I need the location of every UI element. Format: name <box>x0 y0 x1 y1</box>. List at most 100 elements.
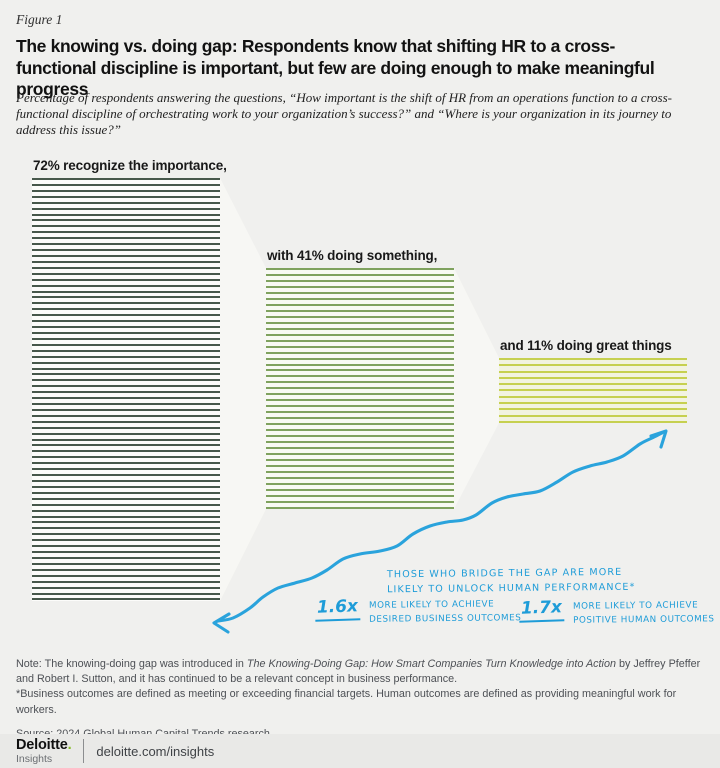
stripe-line <box>32 408 220 411</box>
stripe-line <box>32 266 220 269</box>
stripe-line <box>32 592 220 595</box>
connector-wedge <box>454 268 499 509</box>
stripe-line <box>266 327 454 330</box>
stripe-line <box>266 411 454 414</box>
stripe-line <box>32 497 220 500</box>
bar-block-41-percent <box>266 268 454 509</box>
stripe-line <box>32 503 220 506</box>
stripe-line <box>32 207 220 210</box>
stripe-line <box>32 343 220 346</box>
stripe-line <box>266 273 454 276</box>
stripe-line <box>266 321 454 324</box>
chart-subtitle: Percentage of respondents answering the … <box>16 90 672 137</box>
stripe-line <box>499 383 687 386</box>
stripe-line <box>499 364 687 367</box>
stripe-line <box>32 278 220 281</box>
bar-label-doing-great: and 11% doing great things <box>500 338 672 353</box>
figure-label: Figure 1 <box>16 12 63 27</box>
stripe-line <box>266 476 454 479</box>
stripe-line <box>266 387 454 390</box>
stripe-line <box>266 357 454 360</box>
deloitte-green-dot: . <box>67 737 72 753</box>
stripe-line <box>32 349 220 352</box>
stripe-line <box>32 574 220 577</box>
stripe-line <box>32 468 220 471</box>
stripe-line <box>266 351 454 354</box>
stripe-line <box>266 453 454 456</box>
stripe-line <box>32 414 220 417</box>
stripe-line <box>32 438 220 441</box>
stripe-line <box>499 395 687 398</box>
stripe-line <box>32 178 220 180</box>
bridge-gap-annotation: THOSE WHO BRIDGE THE GAP ARE MORE LIKELY… <box>387 565 636 598</box>
stripe-line <box>266 423 454 426</box>
stripe-line <box>32 456 220 459</box>
stripe-line <box>266 417 454 420</box>
stripe-line <box>266 303 454 306</box>
stripe-line <box>266 375 454 378</box>
stripe-line <box>266 464 454 467</box>
stripe-line <box>32 201 220 204</box>
stripe-line <box>32 302 220 305</box>
stat-human-line2: POSITIVE HUMAN OUTCOMES <box>573 613 715 626</box>
stripe-line <box>32 397 220 400</box>
stat-human-outcomes: 1.7x MORE LIKELY TO ACHIEVE POSITIVE HUM… <box>518 597 715 627</box>
stripe-line <box>32 444 220 447</box>
stripe-line <box>32 420 220 423</box>
note-text: Note: The knowing-doing gap was introduc… <box>16 657 710 687</box>
stripe-line <box>32 189 220 192</box>
stripe-line <box>32 314 220 317</box>
stripe-line <box>32 568 220 571</box>
stripe-line <box>32 183 220 186</box>
stripe-line <box>32 355 220 358</box>
stripe-line <box>32 284 220 287</box>
stripe-line <box>266 369 454 372</box>
stripe-line <box>32 521 220 524</box>
stripe-line <box>499 370 687 373</box>
stripe-line <box>32 379 220 382</box>
stripe-line <box>266 309 454 312</box>
stripe-line <box>32 290 220 293</box>
stat-factor-1-7x: 1.7x <box>518 597 565 623</box>
stripe-line <box>266 494 454 497</box>
stripe-line <box>32 237 220 240</box>
stripe-line <box>499 376 687 379</box>
stripe-line <box>266 488 454 491</box>
stripe-line <box>499 414 687 417</box>
stripe-line <box>499 408 687 411</box>
stripe-line <box>266 470 454 473</box>
deloitte-insights-logo: Deloitte. Insights <box>16 737 72 764</box>
stripe-line <box>32 337 220 340</box>
stripe-line <box>266 500 454 503</box>
stripe-line <box>499 389 687 392</box>
stripe-line <box>32 580 220 583</box>
stripe-line <box>266 268 454 270</box>
stripe-line <box>32 515 220 518</box>
growth-arrow-right-arrowhead-icon <box>649 429 668 449</box>
stripe-line <box>32 480 220 483</box>
deloitte-text: Deloitte <box>16 737 68 753</box>
stripe-line <box>266 459 454 461</box>
stripe-line <box>32 385 220 388</box>
stripe-line <box>266 429 454 432</box>
stripe-line <box>32 474 220 477</box>
stripe-line <box>32 361 220 364</box>
stripe-line <box>32 225 220 228</box>
stripe-line <box>266 482 454 485</box>
stripe-line <box>32 450 220 453</box>
note-book-title: The Knowing-Doing Gap: How Smart Compani… <box>246 658 616 670</box>
connector-wedge <box>220 178 266 601</box>
stripe-line <box>266 405 454 408</box>
stripe-line <box>32 527 220 530</box>
stripe-line <box>32 462 220 465</box>
stripe-line <box>32 249 220 252</box>
stripe-line <box>266 315 454 318</box>
stripe-line <box>32 586 220 589</box>
stripe-line <box>266 297 454 300</box>
stripe-line <box>499 420 687 423</box>
note-suffix: by Jeffrey Pfeffer and Robert I. Sutton,… <box>16 658 701 686</box>
stripe-line <box>32 213 220 216</box>
stripe-line <box>266 291 454 294</box>
notes-section: Note: The knowing-doing gap was introduc… <box>16 657 710 742</box>
stripe-line <box>32 320 220 323</box>
